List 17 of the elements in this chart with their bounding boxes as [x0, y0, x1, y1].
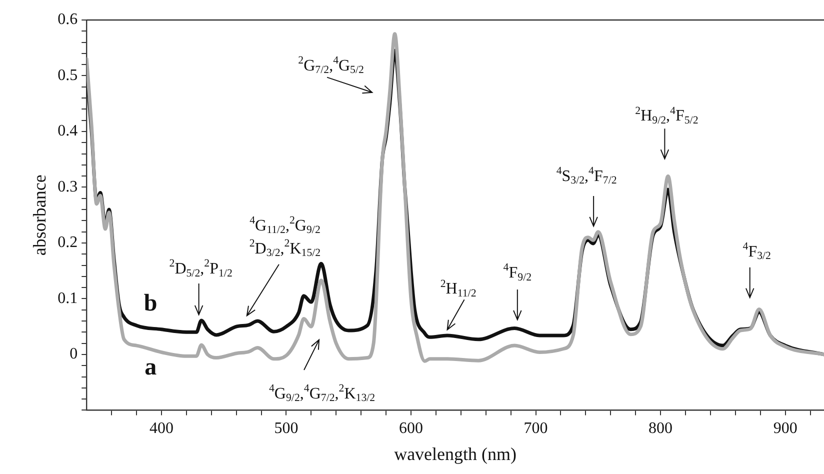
y-tick-label: 0.6: [58, 11, 78, 28]
x-tick-label: 600: [399, 420, 424, 438]
series-label: a: [144, 354, 157, 381]
x-tick-label: 800: [648, 420, 673, 438]
legend-label: b: [144, 290, 158, 317]
x-tick-label: 900: [773, 420, 798, 438]
y-tick-label: 0.4: [58, 122, 78, 140]
y-axis-title: absorbance: [30, 174, 50, 256]
x-axis-title: wavelength (nm): [394, 444, 517, 464]
x-tick-label: 500: [274, 420, 298, 438]
x-tick-label: 700: [524, 420, 548, 438]
y-tick-label: 0.2: [58, 234, 78, 252]
y-tick-label: 0: [70, 346, 78, 363]
y-tick-label: 0.1: [58, 290, 78, 307]
y-tick-label: 0.3: [58, 178, 78, 196]
y-tick-label: 0.5: [58, 66, 78, 84]
x-tick-label: 400: [149, 420, 174, 438]
